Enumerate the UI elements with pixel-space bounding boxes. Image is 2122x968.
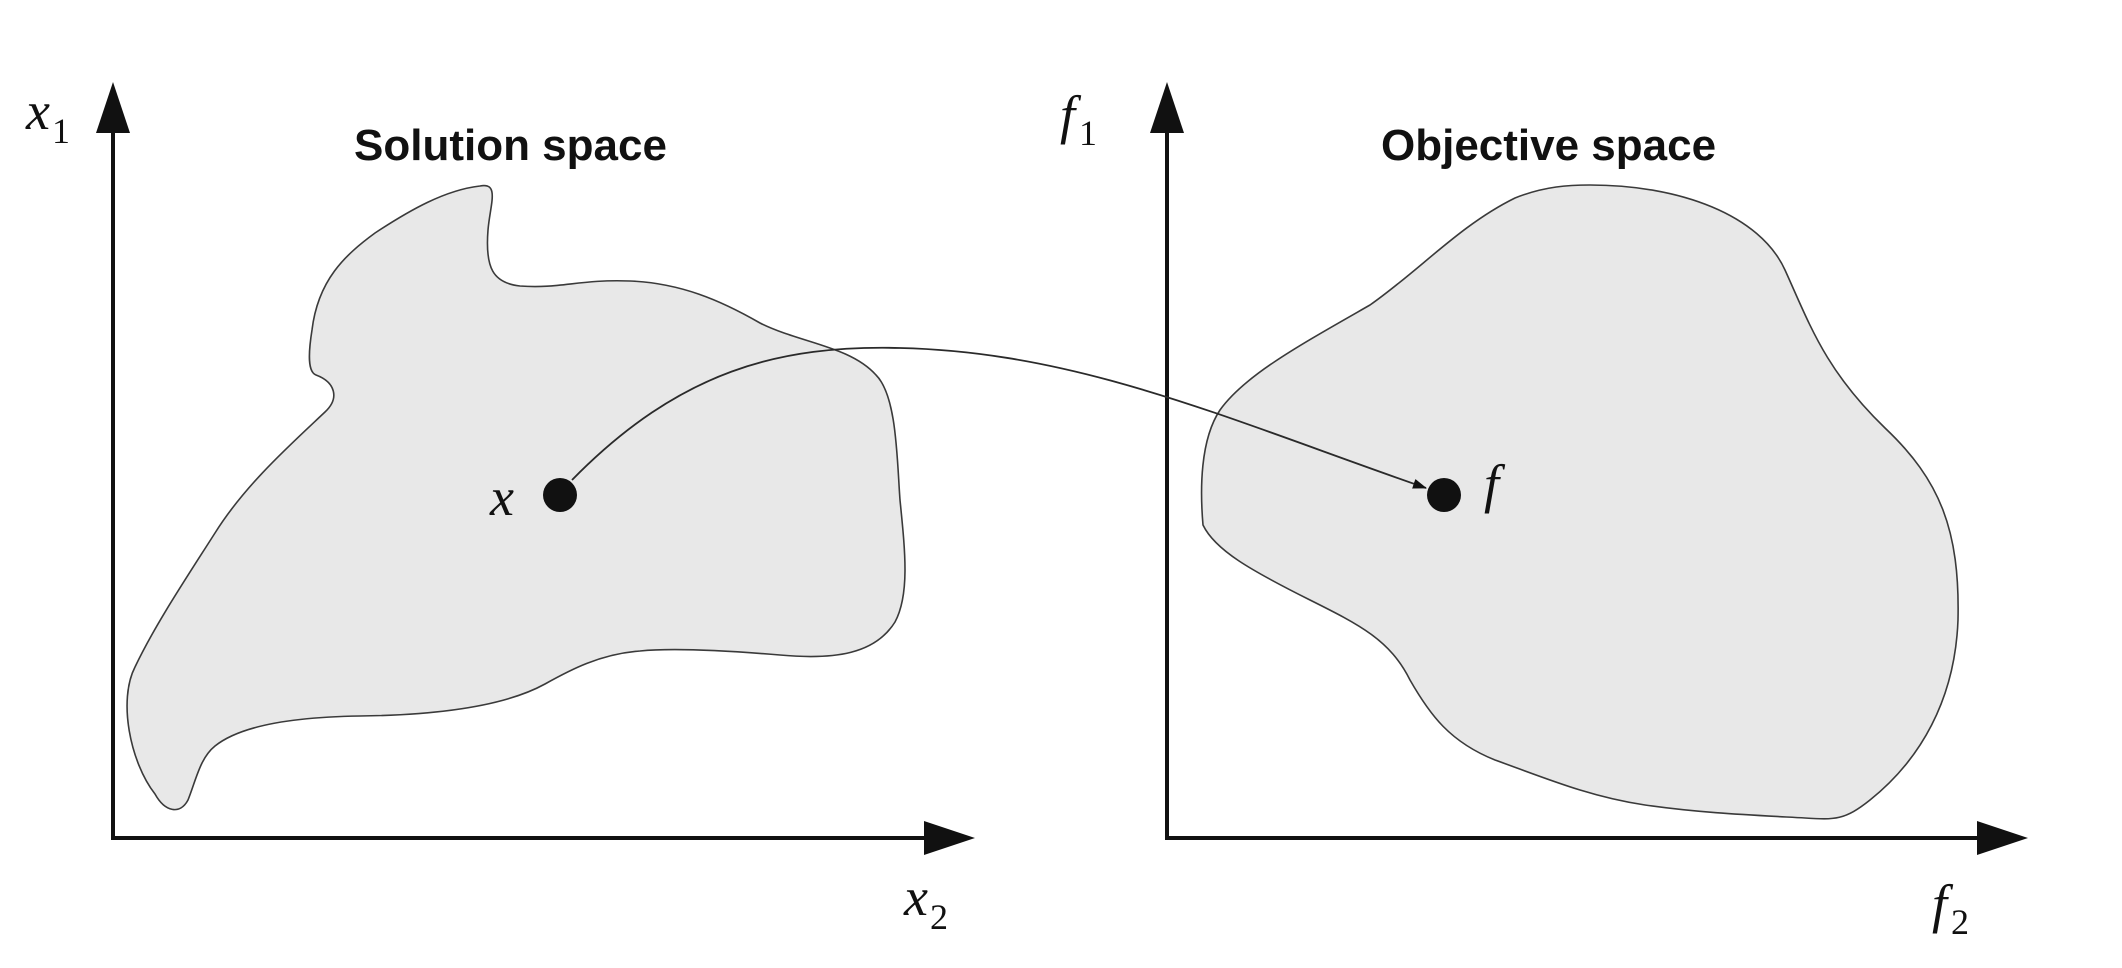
solution-region [126, 184, 906, 811]
objective-x-axis-subscript: 2 [1951, 902, 1969, 942]
mapping-arrow [571, 346, 1427, 489]
solution-y-axis-var: x [25, 81, 50, 141]
solution-point [543, 478, 577, 512]
solution-x-axis-arrowhead [924, 821, 975, 855]
objective-y-axis-arrowhead [1150, 82, 1184, 133]
solution-y-axis-subscript: 1 [52, 111, 70, 151]
solution-y-axis-label: x1 [25, 81, 70, 151]
solution-x-axis-var: x [903, 867, 928, 927]
objective-y-axis-subscript: 1 [1079, 113, 1097, 153]
solution-x-axis-label: x2 [903, 867, 948, 937]
solution-point-label: x [489, 467, 514, 527]
objective-region [1200, 184, 1959, 820]
solution-x-axis-subscript: 2 [930, 897, 948, 937]
solution-space-panel: Solution space x1 x2 x [25, 81, 975, 937]
objective-space-title: Objective space [1381, 121, 1716, 170]
solution-y-axis-arrowhead [96, 82, 130, 133]
solution-space-title: Solution space [354, 121, 667, 170]
objective-point [1427, 478, 1461, 512]
objective-x-axis-arrowhead [1977, 821, 2028, 855]
